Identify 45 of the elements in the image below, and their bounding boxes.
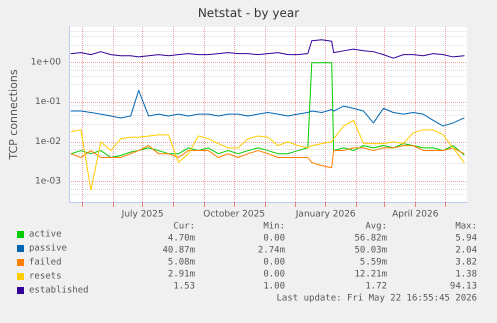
text: Min: <box>263 222 285 232</box>
y-tick-label: 1e-01 <box>35 97 61 108</box>
text: 2.91m <box>168 270 195 280</box>
text: Avg: <box>365 222 387 232</box>
legend-label: passive <box>29 244 67 254</box>
text: 1.72 <box>365 282 387 292</box>
line-series <box>70 120 465 191</box>
legend-label: established <box>29 286 89 296</box>
text: 5.59m <box>360 258 387 268</box>
text: 4.70m <box>168 234 195 244</box>
legend-label: resets <box>29 272 62 282</box>
text: 0.00 <box>263 258 285 268</box>
text: 94.13 <box>450 282 477 292</box>
text: Cur: <box>173 222 195 232</box>
y-tick-label: 1e+00 <box>30 58 62 68</box>
y-tick-label: 1e-02 <box>35 136 61 147</box>
chart-title: Netstat - by year <box>198 6 300 20</box>
x-tick-label: July 2025 <box>120 210 164 220</box>
y-tick-label: 1e-03 <box>35 176 61 186</box>
text: 5.08m <box>168 258 195 268</box>
legend-label: active <box>29 230 62 240</box>
x-tick-label: January 2026 <box>294 210 356 220</box>
text: 12.21m <box>354 270 387 280</box>
x-tick-label: October 2025 <box>203 210 266 220</box>
y-axis-title: TCP connections <box>7 69 20 161</box>
text: 0.00 <box>263 270 285 280</box>
x-tick-label: April 2026 <box>392 210 439 220</box>
text: 2.74m <box>258 246 285 256</box>
text: 40.87m <box>162 246 195 256</box>
line-series <box>70 90 465 127</box>
text: 1.00 <box>263 282 285 292</box>
text: 1.38 <box>455 270 477 280</box>
text: 56.82m <box>354 234 387 244</box>
text: Max: <box>455 222 477 232</box>
text: 50.03m <box>354 246 387 256</box>
text: 1.53 <box>173 282 195 292</box>
text: 0.00 <box>263 234 285 244</box>
text: 3.82 <box>455 258 477 268</box>
line-series <box>70 39 465 59</box>
text: 2.04 <box>455 246 477 256</box>
text: Last update: Fri May 22 16:55:45 2026 <box>276 294 477 304</box>
legend-label: failed <box>29 258 62 268</box>
line-series <box>70 145 465 168</box>
text: 5.94 <box>455 234 477 244</box>
line-series <box>70 62 465 158</box>
